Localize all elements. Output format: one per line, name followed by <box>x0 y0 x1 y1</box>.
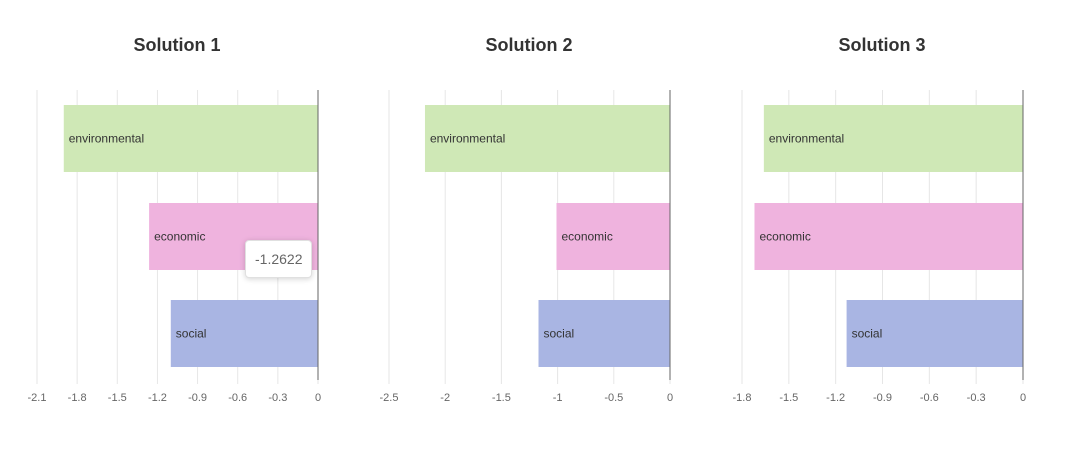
x-tick-label: -1.2 <box>826 392 845 404</box>
bar-label-environmental: environmental <box>430 132 505 146</box>
bar-label-social: social <box>176 327 207 341</box>
x-tick-label: -0.9 <box>873 392 892 404</box>
x-tick-label: -1.5 <box>492 392 511 404</box>
x-tick-label: -0.3 <box>268 392 287 404</box>
x-tick-label: -0.6 <box>228 392 247 404</box>
bar-label-economic: economic <box>759 230 810 244</box>
x-tick-label: -1.2 <box>148 392 167 404</box>
bar-label-environmental: environmental <box>769 132 844 146</box>
bar-social[interactable] <box>170 300 318 367</box>
x-tick-label: 0 <box>667 392 673 404</box>
x-tick-label: -0.9 <box>188 392 207 404</box>
chart-title: Solution 2 <box>486 35 573 55</box>
bar-economic[interactable] <box>754 203 1023 270</box>
bar-label-social: social <box>852 327 883 341</box>
bar-label-economic: economic <box>154 230 205 244</box>
x-tick-label: -0.3 <box>967 392 986 404</box>
bar-economic[interactable] <box>556 203 670 270</box>
x-tick-label: 0 <box>315 392 321 404</box>
x-tick-label: -2 <box>440 392 450 404</box>
bar-environmental[interactable] <box>424 105 670 172</box>
x-tick-label: -1.5 <box>779 392 798 404</box>
bar-environmental[interactable] <box>63 105 319 172</box>
x-tick-label: -0.5 <box>604 392 623 404</box>
x-tick-label: 0 <box>1020 392 1026 404</box>
bar-label-social: social <box>543 327 574 341</box>
x-tick-label: -1 <box>553 392 563 404</box>
x-tick-label: -1.8 <box>733 392 752 404</box>
bar-social[interactable] <box>538 300 670 367</box>
bar-label-economic: economic <box>561 230 612 244</box>
bar-social[interactable] <box>846 300 1023 367</box>
x-tick-label: -1.5 <box>108 392 127 404</box>
chart-title: Solution 3 <box>839 35 926 55</box>
x-tick-label: -2.5 <box>380 392 399 404</box>
chart-solution-3: Solution 3 -1.8 -1.5 -1.2 -0.9 -0.6 -0.3 0 envir… <box>733 35 1027 404</box>
chart-title: Solution 1 <box>134 35 221 55</box>
chart-solution-1: Solution 1 -2.1 -1.8 -1.5 -1.2 -0.9 -0.6 -0.3 0 e… <box>28 35 322 404</box>
bar-value-tooltip: -1.2622 <box>245 240 313 278</box>
bar-label-environmental: environmental <box>69 132 144 146</box>
x-tick-label: -2.1 <box>28 392 47 404</box>
bar-environmental[interactable] <box>763 105 1023 172</box>
x-tick-label: -1.8 <box>68 392 87 404</box>
x-tick-label: -0.6 <box>920 392 939 404</box>
chart-solution-2: Solution 2 -2.5 -2 -1.5 -1 -0.5 0 environmental… <box>380 35 674 404</box>
